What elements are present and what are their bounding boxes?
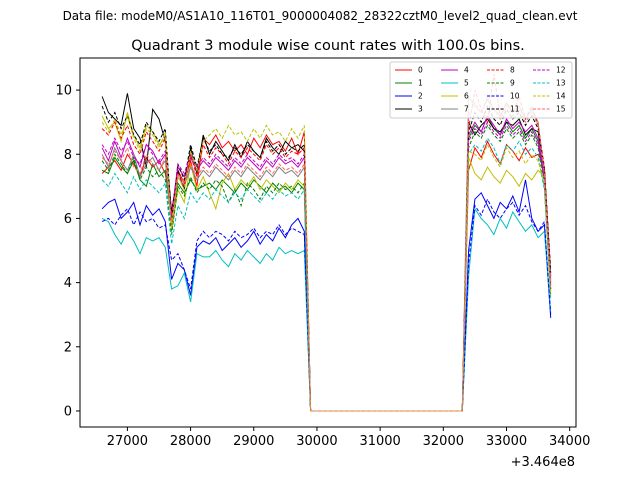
suptitle: Data file: modeM0/AS1A10_116T01_90000040… <box>63 9 578 23</box>
legend-label-10: 10 <box>510 92 520 101</box>
legend-label-13: 13 <box>556 79 566 88</box>
y-tick-label: 0 <box>64 404 72 419</box>
legend-box <box>389 61 573 119</box>
y-tick-label: 4 <box>64 276 72 291</box>
y-tick-label: 10 <box>55 84 72 99</box>
y-tick-label: 2 <box>64 340 72 355</box>
x-tick-label: 27000 <box>107 434 148 449</box>
chart-title: Quadrant 3 module wise count rates with … <box>131 38 525 54</box>
series-line-15 <box>101 95 552 412</box>
x-tick-label: 28000 <box>170 434 211 449</box>
x-tick-label: 33000 <box>486 434 527 449</box>
axis-ticks: 27000 28000 29000 30000 31000 32000 33000 34000… <box>55 84 590 449</box>
legend-label-1: 1 <box>418 79 423 88</box>
legend-label-5: 5 <box>464 79 469 88</box>
legend-label-12: 12 <box>556 66 566 75</box>
legend-label-14: 14 <box>556 92 566 101</box>
legend-label-2: 2 <box>418 92 423 101</box>
series-line-9 <box>101 124 552 412</box>
legend-label-15: 15 <box>556 105 566 114</box>
legend-label-8: 8 <box>510 66 515 75</box>
series-line-14 <box>101 114 552 412</box>
legend-label-3: 3 <box>418 105 423 114</box>
legend-label-9: 9 <box>510 79 515 88</box>
x-tick-label: 32000 <box>423 434 464 449</box>
legend-label-11: 11 <box>510 105 520 114</box>
x-offset-label: +3.464e8 <box>511 455 575 470</box>
legend-label-4: 4 <box>464 66 469 75</box>
axes-frame <box>79 57 577 428</box>
x-tick-label: 29000 <box>233 434 274 449</box>
y-tick-label: 6 <box>64 212 72 227</box>
series-line-12 <box>101 121 552 412</box>
x-tick-label: 30000 <box>296 434 337 449</box>
legend-label-7: 7 <box>464 105 469 114</box>
x-tick-label: 34000 <box>549 434 590 449</box>
x-tick-label: 31000 <box>359 434 400 449</box>
y-tick-label: 8 <box>64 148 72 163</box>
legend-label-6: 6 <box>464 92 469 101</box>
legend-label-0: 0 <box>418 66 423 75</box>
